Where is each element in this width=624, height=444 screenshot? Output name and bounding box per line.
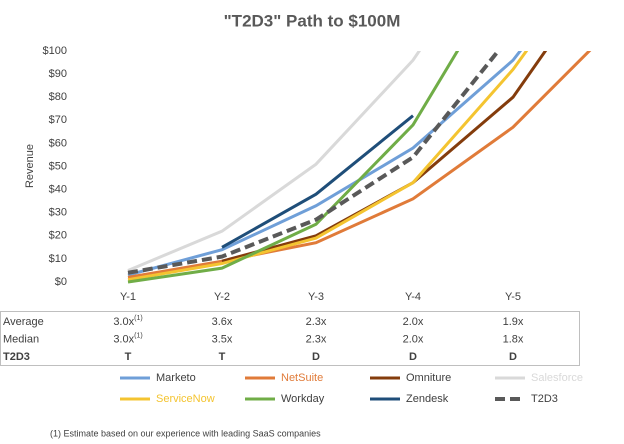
y-tick-label: $0 xyxy=(55,276,67,288)
table-cell: D xyxy=(409,351,417,363)
series-line xyxy=(127,51,460,284)
row-label: Average xyxy=(3,316,44,328)
legend-label: Omniture xyxy=(406,372,451,384)
table-cell: D xyxy=(312,351,320,363)
table-cell: 3.5x xyxy=(212,333,233,345)
series-line xyxy=(127,51,529,282)
chart-title: "T2D3" Path to $100M xyxy=(224,11,401,30)
y-tick-label: $10 xyxy=(49,253,67,265)
x-tick-label: Y-2 xyxy=(214,291,230,303)
cell-note: (1) xyxy=(134,315,143,322)
cell-value: 2.0x xyxy=(403,316,424,328)
y-tick-label: $90 xyxy=(49,68,67,80)
cell-value: T xyxy=(125,351,132,363)
table-cell: T xyxy=(219,351,226,363)
cell-value: 2.3x xyxy=(306,333,327,345)
cell-value: 3.0x xyxy=(113,333,134,345)
y-tick-label: $50 xyxy=(49,160,67,172)
cell-value: 1.9x xyxy=(503,316,524,328)
cell-value: T xyxy=(219,351,226,363)
y-tick-label: $80 xyxy=(49,91,67,103)
row-label: T2D3 xyxy=(3,351,30,363)
y-tick-label: $100 xyxy=(43,45,67,57)
table-cell: 1.9x xyxy=(503,316,524,328)
table-border xyxy=(0,311,580,366)
cell-value: 2.3x xyxy=(306,316,327,328)
y-tick-label: $70 xyxy=(49,114,67,126)
cell-value: 3.0x xyxy=(113,316,134,328)
y-tick-label: $40 xyxy=(49,184,67,196)
legend-label: T2D3 xyxy=(531,393,558,405)
plot-area xyxy=(127,51,592,284)
legend-label: NetSuite xyxy=(281,372,323,384)
table-cell: 2.0x xyxy=(403,333,424,345)
cell-value: 3.5x xyxy=(212,333,233,345)
legend-label: ServiceNow xyxy=(156,393,215,405)
legend-label: Zendesk xyxy=(406,393,449,405)
series-line xyxy=(127,51,501,275)
x-tick-label: Y-5 xyxy=(505,291,521,303)
table-cell: 2.3x xyxy=(306,333,327,345)
table-cell: 2.0x xyxy=(403,316,424,328)
table-cell: 3.0x(1) xyxy=(113,332,142,345)
series-line xyxy=(127,51,523,277)
y-tick-label: $60 xyxy=(49,137,67,149)
table-cell: 1.8x xyxy=(503,333,524,345)
cell-value: 1.8x xyxy=(503,333,524,345)
cell-note: (1) xyxy=(134,332,143,339)
cell-value: D xyxy=(312,351,320,363)
table-cell: D xyxy=(509,351,517,363)
legend-label: Workday xyxy=(281,393,325,405)
x-tick-label: Y-3 xyxy=(308,291,324,303)
y-tick-label: $30 xyxy=(49,207,67,219)
cell-value: D xyxy=(509,351,517,363)
x-tick-label: Y-1 xyxy=(120,291,136,303)
series-line xyxy=(221,114,414,249)
table-cell: 2.3x xyxy=(306,316,327,328)
y-axis-label: Revenue xyxy=(24,144,36,188)
table-cell: 3.0x(1) xyxy=(113,315,142,328)
cell-value: D xyxy=(409,351,417,363)
y-tick-label: $20 xyxy=(49,230,67,242)
table-cell: T xyxy=(125,351,132,363)
cell-value: 2.0x xyxy=(403,333,424,345)
series-line xyxy=(127,51,422,272)
footnote: (1) Estimate based on our experience wit… xyxy=(50,428,321,438)
x-tick-label: Y-4 xyxy=(405,291,421,303)
series-line xyxy=(127,51,592,279)
row-label: Median xyxy=(3,333,39,345)
legend-label: Salesforce xyxy=(531,372,583,384)
legend-label: Marketo xyxy=(156,372,196,384)
table-cell: 3.6x xyxy=(212,316,233,328)
cell-value: 3.6x xyxy=(212,316,233,328)
